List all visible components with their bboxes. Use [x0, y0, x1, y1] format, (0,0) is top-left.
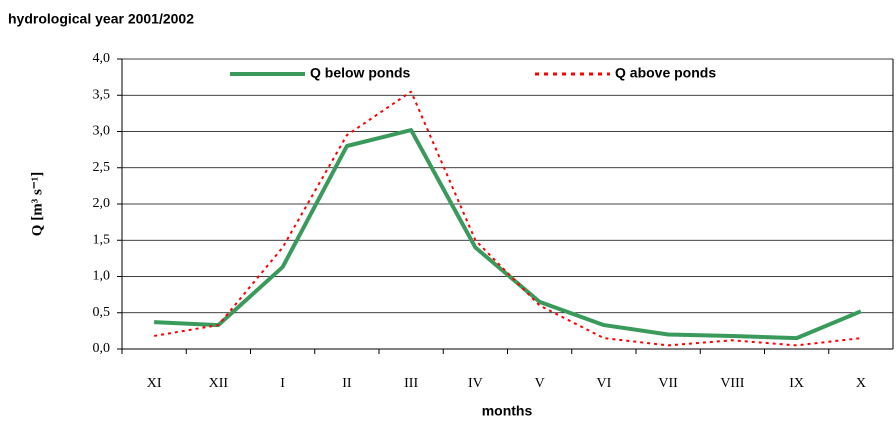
y-tick-label: 3,0 — [93, 124, 111, 139]
x-tick-label: V — [535, 376, 545, 391]
x-tick-label: VIII — [720, 376, 744, 391]
x-tick-label: IX — [789, 376, 804, 391]
y-tick-label: 0,0 — [93, 341, 111, 356]
y-tick-label: 2,0 — [93, 196, 111, 211]
y-tick-label: 0,5 — [93, 305, 111, 320]
series-line — [153, 90, 861, 347]
legend-label: Q below ponds — [310, 65, 411, 81]
x-tick-label: VI — [596, 376, 611, 391]
x-tick-label: X — [856, 376, 866, 391]
y-tick-label: 1,5 — [93, 232, 111, 247]
x-axis-title: months — [482, 403, 533, 419]
legend-label: Q above ponds — [615, 65, 716, 81]
x-tick-label: III — [404, 376, 418, 391]
x-tick-label: XI — [147, 376, 162, 391]
chart-title: hydrological year 2001/2002 — [8, 11, 194, 27]
series-line — [154, 128, 862, 341]
y-axis-title: Q [m³ s⁻¹] — [29, 172, 45, 236]
y-tick-label: 3,5 — [93, 87, 111, 102]
x-tick-label: II — [342, 376, 352, 391]
y-tick-label: 2,5 — [93, 160, 111, 175]
x-tick-label: XII — [209, 376, 229, 391]
x-tick-label: IV — [468, 376, 483, 391]
x-tick-label: VII — [658, 376, 678, 391]
y-tick-label: 4,0 — [93, 51, 111, 66]
x-tick-label: I — [280, 376, 285, 391]
y-tick-label: 1,0 — [93, 269, 111, 284]
